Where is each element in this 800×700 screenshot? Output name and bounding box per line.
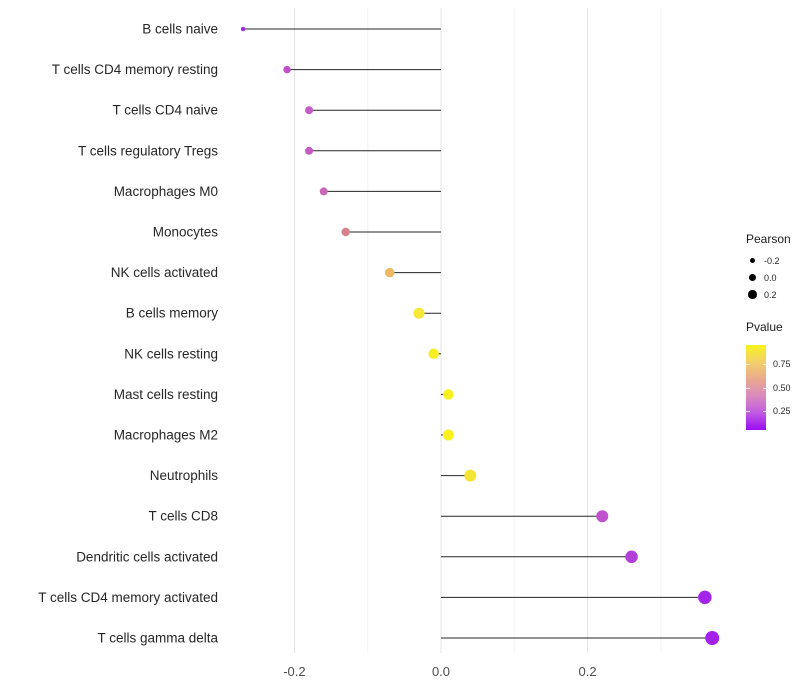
pearson-legend-entry: 0.0 (746, 269, 791, 286)
data-point (240, 26, 246, 32)
y-axis-label: NK cells resting (124, 346, 218, 361)
pvalue-gradient-tick-label: 0.25 (773, 406, 791, 417)
pearson-legend-dot-box (746, 290, 759, 299)
x-axis-tick-label: 0.2 (579, 664, 597, 679)
pvalue-gradient-tick (746, 411, 750, 413)
data-point (625, 550, 638, 564)
y-axis-label: Macrophages M0 (114, 184, 218, 199)
y-axis-label: B cells naive (142, 22, 218, 37)
y-axis-label: T cells CD8 (148, 509, 218, 524)
x-axis-tick-label: 0.0 (432, 664, 450, 679)
data-point (341, 227, 350, 237)
data-point (443, 389, 454, 400)
data-point (442, 429, 454, 441)
y-axis-label: T cells CD4 memory resting (52, 62, 218, 77)
pvalue-gradient-tick-label: 0.50 (773, 382, 791, 393)
pearson-legend-entry: -0.2 (746, 252, 791, 269)
pearson-legend-dot-box (746, 257, 759, 264)
pvalue-gradient-tick (762, 411, 766, 413)
pearson-legend-dot-box (746, 273, 759, 282)
pvalue-gradient-tick (762, 387, 766, 389)
data-point (319, 187, 328, 196)
pearson-legend-entry: 0.2 (746, 286, 791, 303)
y-axis-label: T cells CD4 memory activated (38, 590, 218, 605)
pearson-legend-entry-label: -0.2 (764, 255, 780, 266)
data-point (698, 590, 712, 605)
data-point (428, 348, 439, 360)
y-axis-label: Neutrophils (150, 468, 219, 483)
pearson-legend-entries: -0.2 0.0 0.2 (746, 252, 791, 303)
y-axis-label: Mast cells resting (114, 387, 218, 402)
pvalue-gradient-wrap: 0.75 0.50 0.25 (746, 345, 800, 435)
data-point (596, 510, 609, 523)
y-axis-label: Macrophages M2 (114, 428, 218, 443)
pvalue-gradient-tick-label: 0.75 (773, 358, 791, 369)
data-point (413, 307, 425, 319)
pearson-legend-dot-icon (749, 257, 756, 264)
pvalue-gradient-bar (746, 345, 766, 430)
data-point (305, 106, 314, 115)
pvalue-gradient-tick (762, 363, 766, 365)
data-point (464, 469, 477, 482)
data-point (384, 267, 395, 278)
pvalue-gradient-tick (746, 363, 750, 365)
y-axis-label: B cells memory (126, 306, 219, 321)
pvalue-gradient-tick (746, 387, 750, 389)
pearson-legend-entry-label: 0.0 (764, 272, 777, 283)
pearson-legend-title: Pearson (746, 232, 791, 246)
y-axis-label: T cells gamma delta (97, 631, 218, 646)
data-point (705, 631, 720, 645)
pearson-legend-dot-icon (748, 273, 757, 282)
y-axis-label: Dendritic cells activated (76, 549, 218, 564)
pearson-legend-dot-icon (748, 290, 757, 299)
pvalue-color-legend: Pvalue 0.75 0.50 0.25 (746, 321, 800, 435)
y-axis-label: T cells CD4 naive (112, 103, 218, 118)
y-axis-label: NK cells activated (111, 265, 218, 280)
pearson-legend-entry-label: 0.2 (764, 289, 777, 300)
pvalue-legend-title: Pvalue (746, 320, 783, 334)
x-axis-tick-label: -0.2 (283, 664, 305, 679)
data-point (283, 65, 291, 74)
pearson-size-legend: Pearson -0.2 0.0 0.2 (746, 233, 791, 303)
data-point (305, 146, 314, 155)
y-axis-label: Monocytes (153, 225, 219, 240)
y-axis-label: T cells regulatory Tregs (78, 143, 218, 158)
